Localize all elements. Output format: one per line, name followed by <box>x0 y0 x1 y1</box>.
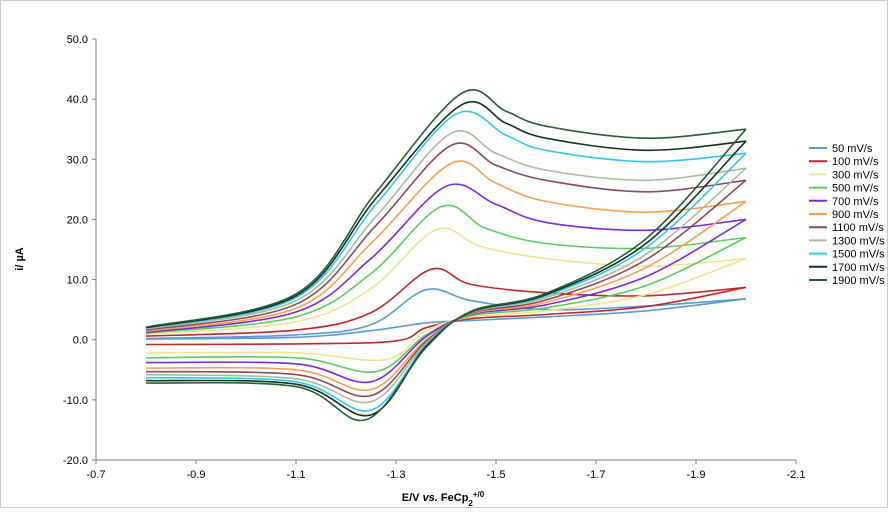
x-tick-label: -1.5 <box>487 469 506 481</box>
y-tick-label: 50.0 <box>67 34 88 46</box>
legend-label: 100 mV/s <box>832 156 879 168</box>
y-tick-label: -10.0 <box>63 395 88 407</box>
legend-label: 1300 mV/s <box>832 235 885 247</box>
y-axis-label: i/ µA <box>14 247 26 271</box>
legend-label: 500 mV/s <box>832 183 879 195</box>
legend-label: 1700 mV/s <box>832 262 885 274</box>
legend-label: 900 mV/s <box>832 209 879 221</box>
series-reverse-sweep <box>145 257 747 362</box>
series-forward-sweep <box>145 100 747 329</box>
legend-label: 1500 mV/s <box>832 249 885 261</box>
series-forward-sweep <box>145 110 747 330</box>
x-tick-label: -0.7 <box>87 469 106 481</box>
x-tick-label: -1.7 <box>587 469 606 481</box>
y-tick-label: 40.0 <box>67 94 88 106</box>
x-tick-label: -2.1 <box>787 469 806 481</box>
series-layer <box>145 89 747 422</box>
series-300-mv-s <box>145 227 747 362</box>
y-tick-label: 30.0 <box>67 154 88 166</box>
x-tick-label: -1.3 <box>387 469 406 481</box>
series-forward-sweep <box>145 160 747 333</box>
series-700-mv-s <box>145 183 747 384</box>
legend-label: 1900 mV/s <box>832 275 885 287</box>
series-forward-sweep <box>145 267 747 337</box>
series-reverse-sweep <box>145 218 747 384</box>
series-1900-mv-s <box>145 89 747 422</box>
x-tick-label: -0.9 <box>187 469 206 481</box>
y-tick-label: -20.0 <box>63 455 88 467</box>
series-900-mv-s <box>145 160 747 392</box>
legend-label: 1100 mV/s <box>832 222 884 234</box>
series-reverse-sweep <box>145 140 747 417</box>
series-100-mv-s <box>145 267 747 346</box>
series-forward-sweep <box>145 227 747 336</box>
series-forward-sweep <box>145 183 747 334</box>
series-forward-sweep <box>145 142 747 331</box>
x-axis-label: E/V vs. FeCp2+/0 <box>402 490 485 508</box>
legend-label: 50 mV/s <box>832 143 873 155</box>
series-reverse-sweep <box>145 128 747 422</box>
legend-label: 300 mV/s <box>832 169 879 181</box>
x-tick-label: -1.1 <box>287 469 306 481</box>
y-tick-label: 20.0 <box>67 214 88 226</box>
series-forward-sweep <box>145 89 747 328</box>
y-tick-label: 10.0 <box>67 275 88 287</box>
series-forward-sweep <box>145 130 747 330</box>
series-1100-mv-s <box>145 142 747 398</box>
axes: -20.0 -10.0 0.0 10.0 20.0 30.0 40.0 50.0 -0.7 -0.… <box>63 34 806 481</box>
legend-label: 700 mV/s <box>832 196 879 208</box>
y-tick-label: 0.0 <box>73 335 88 347</box>
x-tick-label: -1.9 <box>687 469 706 481</box>
